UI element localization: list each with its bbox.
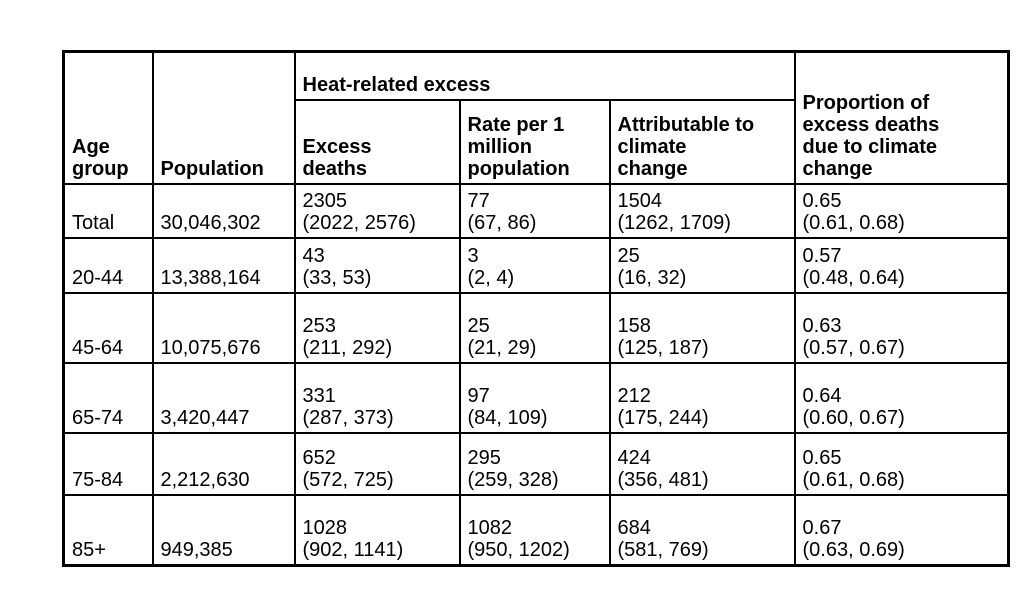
table-header: Age group Population Heat-related excess… — [62, 50, 1010, 185]
col-header-heat-related-excess: Heat-related excess — [293, 50, 796, 101]
cell-population: 10,075,676 — [151, 291, 296, 364]
table-row: 85+ 949,385 1028 (902, 1141) 1082 (950, … — [62, 493, 1010, 567]
cell-attributable: 684 (581, 769) — [608, 493, 796, 567]
cell-population: 2,212,630 — [151, 431, 296, 496]
cell-proportion: 0.67 (0.63, 0.69) — [793, 493, 1010, 567]
header-row-sub: Excess deaths Rate per 1 million populat… — [64, 98, 1009, 185]
col-header-attributable: Attributable to climate change — [608, 98, 796, 185]
table-body: Total 30,046,302 2305 (2022, 2576) 77 (6… — [62, 182, 1010, 567]
table-row: Total 30,046,302 2305 (2022, 2576) 77 (6… — [62, 182, 1010, 239]
cell-excess-deaths: 43 (33, 53) — [293, 236, 461, 294]
cell-attributable: 424 (356, 481) — [608, 431, 796, 496]
cell-excess-deaths: 253 (211, 292) — [293, 291, 461, 364]
cell-population: 3,420,447 — [151, 361, 296, 434]
cell-population: 13,388,164 — [151, 236, 296, 294]
table-row: 75-84 2,212,630 652 (572, 725) 295 (259,… — [62, 431, 1010, 496]
table-row: 45-64 10,075,676 253 (211, 292) 25 (21, … — [62, 291, 1010, 364]
col-header-age-group: Age group — [62, 50, 154, 185]
cell-proportion: 0.65 (0.61, 0.68) — [793, 182, 1010, 239]
header-row-top: Age group Population Heat-related excess… — [62, 50, 1010, 185]
cell-proportion: 0.57 (0.48, 0.64) — [793, 236, 1010, 294]
cell-age-group: 45-64 — [62, 291, 154, 364]
cell-attributable: 212 (175, 244) — [608, 361, 796, 434]
cell-attributable: 25 (16, 32) — [608, 236, 796, 294]
col-header-excess-deaths: Excess deaths — [293, 98, 461, 185]
cell-excess-deaths: 2305 (2022, 2576) — [293, 182, 461, 239]
col-header-rate-per-million: Rate per 1 million population — [458, 98, 611, 185]
cell-population: 949,385 — [151, 493, 296, 567]
cell-attributable: 158 (125, 187) — [608, 291, 796, 364]
cell-rate-per-million: 295 (259, 328) — [458, 431, 611, 496]
cell-attributable: 1504 (1262, 1709) — [608, 182, 796, 239]
cell-rate-per-million: 3 (2, 4) — [458, 236, 611, 294]
cell-age-group: Total — [62, 182, 154, 239]
cell-age-group: 85+ — [62, 493, 154, 567]
cell-age-group: 75-84 — [62, 431, 154, 496]
cell-rate-per-million: 1082 (950, 1202) — [458, 493, 611, 567]
table-row: 20-44 13,388,164 43 (33, 53) 3 (2, 4) 25… — [62, 236, 1010, 294]
cell-rate-per-million: 77 (67, 86) — [458, 182, 611, 239]
cell-excess-deaths: 331 (287, 373) — [293, 361, 461, 434]
cell-rate-per-million: 97 (84, 109) — [458, 361, 611, 434]
cell-proportion: 0.65 (0.61, 0.68) — [793, 431, 1010, 496]
cell-excess-deaths: 652 (572, 725) — [293, 431, 461, 496]
col-header-population: Population — [151, 50, 296, 185]
cell-excess-deaths: 1028 (902, 1141) — [293, 493, 461, 567]
col-header-proportion: Proportion of excess deaths due to clima… — [793, 50, 1010, 185]
heat-excess-deaths-table: Age group Population Heat-related excess… — [62, 50, 1011, 567]
cell-age-group: 65-74 — [62, 361, 154, 434]
cell-rate-per-million: 25 (21, 29) — [458, 291, 611, 364]
cell-age-group: 20-44 — [62, 236, 154, 294]
cell-proportion: 0.64 (0.60, 0.67) — [793, 361, 1010, 434]
cell-proportion: 0.63 (0.57, 0.67) — [793, 291, 1010, 364]
table-row: 65-74 3,420,447 331 (287, 373) 97 (84, 1… — [62, 361, 1010, 434]
cell-population: 30,046,302 — [151, 182, 296, 239]
